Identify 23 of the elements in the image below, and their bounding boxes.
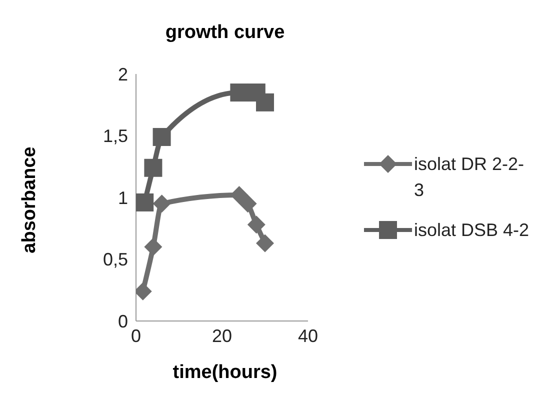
point [238,194,257,213]
y-tick-label: 0 [118,311,128,332]
point [152,128,171,146]
y-tick-label: 1 [118,188,128,208]
point [152,194,171,213]
point [144,158,162,177]
x-tick-label: 20 [212,326,232,346]
x-tick-label: 0 [130,326,142,346]
point [256,234,274,252]
y-axis-title: absorbance [19,146,41,254]
x-tick-label: 40 [298,326,318,346]
chart-title: growth curve [164,22,286,44]
point [136,193,154,212]
y-tick-label: 0,5 [102,250,128,270]
point [247,216,266,234]
point [256,93,274,112]
y-tick-label: 2 [118,64,128,84]
x-axis-title: time(hours) [172,362,278,384]
legend-label: isolat DR 2-2-3 [414,153,526,202]
y-tick-label: 1,5 [102,126,128,146]
legend-label: isolat DSB 4-2 [414,219,530,242]
point [144,238,162,256]
point [230,84,248,102]
